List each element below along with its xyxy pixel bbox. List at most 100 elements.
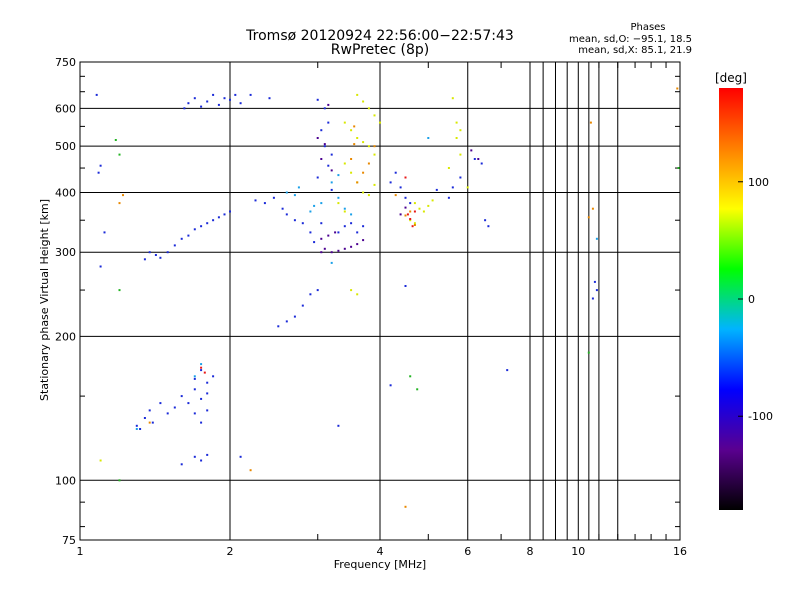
data-point bbox=[343, 207, 346, 210]
data-point bbox=[122, 194, 124, 197]
plot-area bbox=[79, 61, 681, 541]
data-point bbox=[217, 103, 220, 106]
data-point bbox=[367, 162, 370, 165]
data-point bbox=[394, 171, 397, 174]
data-point bbox=[409, 219, 412, 222]
data-point bbox=[99, 164, 102, 167]
data-point bbox=[193, 455, 196, 458]
y-tick-label: 200 bbox=[55, 330, 76, 343]
data-point bbox=[362, 191, 365, 194]
data-point bbox=[487, 225, 490, 228]
y-tick-label: 100 bbox=[55, 474, 76, 487]
data-point bbox=[323, 143, 326, 146]
x-tick-label: 1 bbox=[77, 545, 84, 558]
data-point bbox=[316, 176, 319, 179]
data-point bbox=[350, 129, 353, 132]
data-point bbox=[367, 107, 370, 110]
data-point bbox=[293, 219, 296, 222]
data-point bbox=[320, 237, 323, 240]
data-point bbox=[356, 93, 359, 96]
y-tick-label: 500 bbox=[55, 140, 76, 153]
data-point bbox=[459, 129, 462, 132]
data-point bbox=[587, 216, 590, 219]
data-point bbox=[206, 453, 209, 456]
data-point bbox=[114, 139, 117, 141]
data-point bbox=[418, 207, 421, 210]
data-point bbox=[480, 162, 483, 165]
data-point bbox=[313, 241, 316, 244]
data-point bbox=[200, 397, 203, 400]
data-point bbox=[473, 158, 476, 160]
data-point bbox=[118, 153, 121, 156]
data-point bbox=[254, 199, 257, 202]
data-point bbox=[343, 121, 346, 124]
data-point bbox=[350, 158, 353, 160]
x-tick-label: 8 bbox=[527, 545, 534, 558]
data-point bbox=[135, 424, 138, 427]
data-point bbox=[323, 107, 326, 110]
data-point bbox=[327, 103, 330, 106]
data-point bbox=[356, 243, 359, 246]
data-point bbox=[200, 363, 203, 366]
data-point bbox=[451, 186, 454, 189]
data-point bbox=[367, 145, 370, 148]
data-point bbox=[350, 213, 353, 216]
data-point bbox=[409, 218, 412, 220]
data-point bbox=[193, 375, 196, 378]
colorbar-tick-label: 100 bbox=[748, 176, 769, 189]
data-point bbox=[166, 412, 169, 415]
data-point bbox=[587, 351, 590, 354]
data-point bbox=[309, 293, 312, 296]
data-point bbox=[327, 234, 330, 237]
data-point bbox=[404, 176, 407, 179]
data-point bbox=[309, 231, 312, 234]
data-point bbox=[135, 428, 138, 430]
data-point bbox=[350, 222, 353, 225]
data-point bbox=[455, 121, 458, 124]
data-point bbox=[229, 98, 231, 101]
data-point bbox=[139, 428, 142, 430]
data-point bbox=[206, 409, 209, 412]
y-tick-label: 750 bbox=[55, 56, 76, 69]
data-point bbox=[193, 228, 196, 231]
data-point bbox=[362, 100, 365, 103]
data-point bbox=[217, 216, 220, 219]
data-point bbox=[313, 204, 316, 207]
data-point bbox=[593, 280, 596, 283]
data-point bbox=[343, 247, 346, 250]
data-point bbox=[337, 424, 340, 427]
data-point bbox=[389, 181, 392, 184]
data-point bbox=[143, 417, 146, 419]
data-point bbox=[200, 105, 203, 108]
data-point bbox=[595, 237, 598, 240]
data-point bbox=[459, 176, 462, 179]
data-point bbox=[118, 202, 121, 205]
data-point bbox=[353, 143, 356, 146]
data-point bbox=[343, 162, 346, 165]
data-point bbox=[206, 100, 209, 103]
x-tick-label: 10 bbox=[571, 545, 585, 558]
data-point bbox=[447, 167, 450, 169]
data-point bbox=[404, 285, 407, 287]
data-point bbox=[330, 261, 333, 264]
data-point bbox=[309, 210, 312, 213]
data-point bbox=[193, 412, 196, 415]
x-tick-labels: 1 2 4 6 8 10 16 bbox=[77, 545, 688, 558]
colorbar-tick-label: -100 bbox=[748, 410, 773, 423]
data-point bbox=[234, 93, 237, 96]
data-point bbox=[277, 325, 280, 328]
data-point bbox=[99, 459, 102, 462]
data-point bbox=[343, 225, 346, 228]
data-point bbox=[399, 213, 402, 216]
data-point bbox=[323, 247, 326, 250]
data-point bbox=[470, 149, 473, 152]
data-point bbox=[143, 258, 146, 261]
data-points bbox=[95, 87, 680, 508]
data-point bbox=[223, 213, 226, 216]
data-point bbox=[212, 375, 215, 378]
data-point bbox=[362, 171, 365, 174]
data-point bbox=[320, 129, 323, 132]
y-tick-label: 300 bbox=[55, 246, 76, 259]
data-point bbox=[337, 231, 340, 234]
